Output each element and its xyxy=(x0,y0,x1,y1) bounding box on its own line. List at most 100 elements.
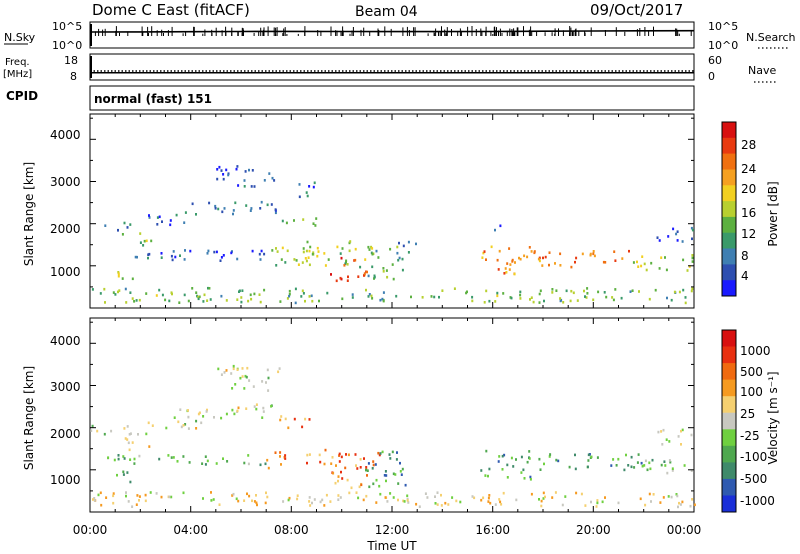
power-cell xyxy=(191,202,194,206)
power-cell xyxy=(373,274,376,278)
velocity-cell xyxy=(341,477,344,480)
velocity-cell xyxy=(554,491,557,494)
velocity-cell xyxy=(671,467,674,470)
velocity-cell xyxy=(365,494,368,498)
velocity-cell xyxy=(391,450,394,454)
velocity-cell xyxy=(615,464,618,467)
power-cell xyxy=(658,267,661,270)
velocity-cell xyxy=(337,498,340,501)
power-ytick-2000: 2000 xyxy=(50,222,81,236)
velocity-cell xyxy=(480,498,483,502)
velocity-cell xyxy=(488,494,491,497)
power-cell xyxy=(280,258,283,261)
velocity-cell xyxy=(340,470,342,474)
velocity-cell xyxy=(127,500,130,503)
velocity-cell xyxy=(644,503,647,507)
power-cell xyxy=(691,287,694,290)
velocity-cell xyxy=(365,466,368,469)
power-cell xyxy=(402,244,405,248)
velocity-cell xyxy=(262,406,265,410)
velocity-cell xyxy=(116,473,118,477)
power-cell xyxy=(99,292,102,295)
velocity-cell xyxy=(338,454,341,457)
velocity-cell xyxy=(127,441,130,445)
panel-ticks xyxy=(89,114,695,512)
power-cell xyxy=(136,255,138,259)
velocity-cell xyxy=(112,492,115,495)
velocity-cell xyxy=(538,498,540,501)
power-cell xyxy=(232,209,235,212)
velocity-cell xyxy=(255,501,258,505)
velocity-cell xyxy=(440,504,443,507)
power-cell xyxy=(169,219,172,222)
power-cell xyxy=(236,165,239,168)
power-cell xyxy=(301,289,304,293)
power-cell xyxy=(538,259,541,263)
power-cell xyxy=(539,289,542,293)
velocity-cell xyxy=(133,457,136,461)
power-cell xyxy=(197,295,200,299)
velocity-cell xyxy=(131,441,134,444)
velocity-cell xyxy=(253,500,256,503)
velocity-cell xyxy=(137,433,139,436)
power-cell xyxy=(196,294,199,298)
velocity-cell xyxy=(617,457,620,461)
velocity-cell xyxy=(245,407,248,410)
power-cell xyxy=(559,297,562,300)
velocity-cell xyxy=(170,495,173,499)
power-cell xyxy=(222,173,225,176)
power-cell xyxy=(401,268,404,272)
velocity-cell xyxy=(264,462,267,466)
power-cell xyxy=(565,289,568,293)
velocity-cell xyxy=(482,496,485,500)
power-cell xyxy=(147,253,150,256)
power-cell xyxy=(129,291,132,294)
velocity-cell xyxy=(661,443,664,446)
velocity-cell xyxy=(671,469,674,472)
power-cell xyxy=(273,179,276,182)
velocity-cell xyxy=(375,478,378,482)
power-cell xyxy=(660,256,663,259)
power-cell xyxy=(202,300,205,303)
velocity-cell xyxy=(586,465,589,469)
power-colorbar-swatch xyxy=(722,137,736,155)
velocity-cell xyxy=(590,500,592,504)
velocity-cell xyxy=(266,368,269,372)
power-cell xyxy=(306,240,309,244)
power-cell xyxy=(367,274,370,278)
velocity-cell xyxy=(318,453,321,457)
power-cell xyxy=(131,277,134,281)
power-cell xyxy=(308,249,311,253)
velocity-cell xyxy=(296,497,299,501)
velocity-cell xyxy=(204,463,207,466)
velocity-cell xyxy=(188,461,191,464)
velocity-cell xyxy=(625,453,627,457)
velocity-cell xyxy=(401,467,404,471)
power-cell xyxy=(508,247,511,250)
velocity-cell xyxy=(436,503,439,506)
power-cell xyxy=(354,247,357,251)
velocity-cell xyxy=(279,451,282,454)
velocity-cell xyxy=(266,495,269,499)
power-cell xyxy=(396,251,399,255)
velocity-cell xyxy=(595,505,598,508)
power-cell xyxy=(638,290,640,293)
velocity-cell xyxy=(374,463,377,466)
velocity-colorbar-swatch xyxy=(722,495,736,513)
power-cell xyxy=(675,232,678,236)
velocity-cell xyxy=(540,499,543,503)
velocity-colorbar-swatch xyxy=(722,462,736,480)
power-cell xyxy=(259,258,262,261)
velocity-cell xyxy=(502,491,505,495)
power-cell xyxy=(309,245,312,249)
power-cell xyxy=(139,241,142,244)
velocity-cell xyxy=(195,419,198,423)
velocity-cell xyxy=(455,499,458,503)
power-cell xyxy=(114,293,117,296)
velocity-cell xyxy=(136,494,139,497)
freq-trace xyxy=(90,56,694,78)
power-cell xyxy=(195,291,198,294)
velocity-cell xyxy=(202,497,204,500)
velocity-cell xyxy=(335,464,337,467)
power-cell xyxy=(172,250,175,253)
